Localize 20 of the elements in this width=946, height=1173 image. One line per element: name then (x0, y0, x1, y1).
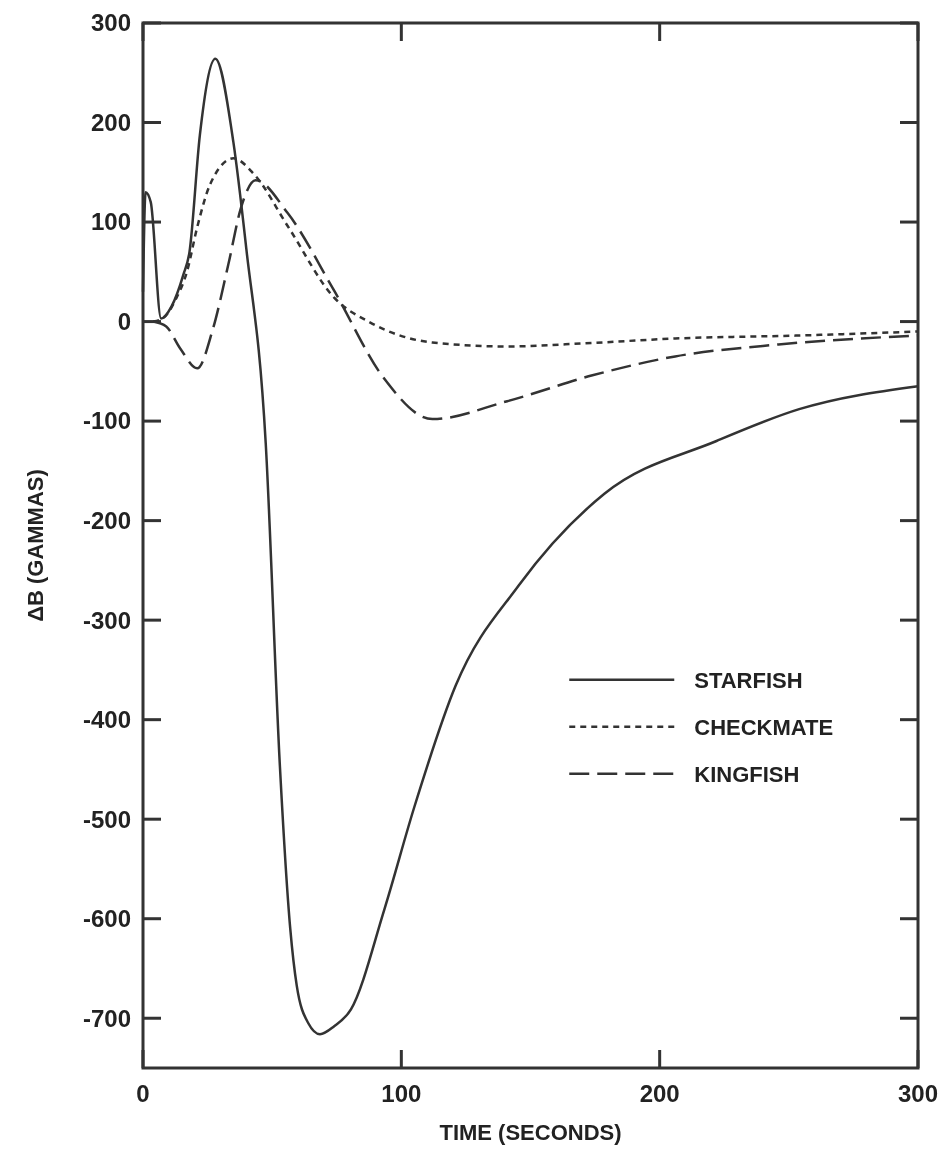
y-tick-label: -500 (82, 805, 131, 833)
y-tick-label: 300 (90, 9, 131, 37)
x-tick-label: 0 (136, 1080, 150, 1107)
y-tick-label: -600 (82, 905, 131, 933)
y-tick-label: -700 (82, 1004, 131, 1032)
x-tick-label: 200 (639, 1080, 680, 1107)
y-tick-label: 100 (90, 208, 131, 236)
y-tick-label: 200 (90, 108, 131, 136)
y-axis-title: ΔB (GAMMAS) (23, 469, 48, 622)
y-tick-label: 0 (117, 307, 131, 335)
y-tick-label: -100 (82, 407, 131, 435)
legend-label: STARFISH (694, 667, 803, 693)
x-tick-label: 100 (381, 1080, 422, 1107)
x-axis-title: TIME (SECONDS) (439, 1120, 622, 1145)
y-tick-label: -400 (82, 706, 131, 734)
y-tick-label: -300 (82, 606, 131, 634)
x-tick-label: 300 (897, 1080, 939, 1107)
y-tick-label: -200 (82, 507, 131, 535)
legend-label: KINGFISH (694, 761, 800, 787)
legend-label: CHECKMATE (694, 714, 834, 740)
